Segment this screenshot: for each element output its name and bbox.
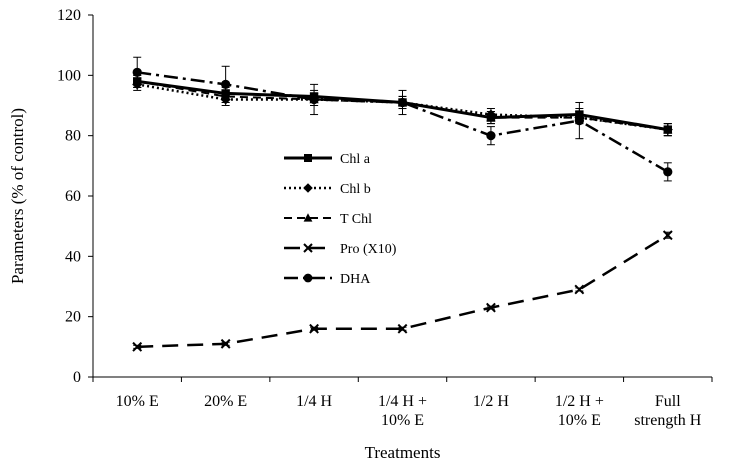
data-point xyxy=(398,98,407,107)
legend-marker-stroke-b xyxy=(303,243,313,253)
x-axis-title: Treatments xyxy=(365,443,441,462)
data-point xyxy=(486,113,496,122)
x-tick-label: 10% E xyxy=(116,393,159,410)
data-point xyxy=(132,67,142,77)
series-pro-x10 xyxy=(132,230,673,352)
x-tick-label-line: 1/4 H xyxy=(296,393,332,410)
data-point xyxy=(221,79,231,90)
legend-marker xyxy=(303,243,313,253)
data-point xyxy=(309,323,319,334)
y-tick-label: 120 xyxy=(57,7,81,24)
data-point xyxy=(132,341,143,352)
series-line xyxy=(137,71,669,173)
y-tick-label: 100 xyxy=(57,67,81,84)
x-tick-label-line: strength H xyxy=(634,412,702,429)
legend-marker xyxy=(303,213,313,222)
data-point xyxy=(220,338,231,349)
y-tick-label: 80 xyxy=(65,128,81,145)
legend-label: Chl b xyxy=(340,182,371,197)
data-point xyxy=(486,302,496,313)
data-point xyxy=(309,92,319,101)
x-tick-label: Full strength H xyxy=(634,393,702,429)
legend-item: Pro (X10) xyxy=(284,242,397,257)
data-point-stroke-b xyxy=(309,323,319,334)
x-tick-label: 1/2 H + 10% E xyxy=(555,393,604,429)
x-tick-label: 20% E xyxy=(204,393,247,410)
legend-label: T Chl xyxy=(340,212,372,227)
x-tick-label: 1/4 H xyxy=(296,393,332,410)
legend-item: Chl a xyxy=(284,152,371,167)
data-point-stroke-b xyxy=(397,323,408,334)
x-tick-label-line: 10% E xyxy=(116,393,159,410)
axes: 0 20 40 60 80 100 120 10% E 20% E 1/4 H 1/4 H + 10%… xyxy=(57,7,713,429)
x-tick-label-line: 10% E xyxy=(381,412,424,429)
x-tick-label: 1/4 H + 10% E xyxy=(378,393,427,429)
y-ticks: 0 20 40 60 80 100 120 xyxy=(57,7,93,386)
y-tick-label: 60 xyxy=(65,188,81,205)
legend-item: T Chl xyxy=(284,212,372,227)
data-point-stroke-b xyxy=(132,341,143,352)
data-point xyxy=(133,77,142,86)
legend-marker xyxy=(303,273,313,283)
series-chl-a xyxy=(133,74,672,137)
x-tick-label-line: 1/2 H xyxy=(473,393,509,410)
legend-label: Pro (X10) xyxy=(340,242,397,257)
x-tick-label-line: Full xyxy=(655,393,681,410)
legend-label: Chl a xyxy=(340,152,371,167)
data-point xyxy=(575,110,584,119)
data-point-stroke-b xyxy=(220,338,231,349)
x-tick-label-line: 1/2 H + xyxy=(555,393,604,410)
x-tick-label: 1/2 H xyxy=(473,393,509,410)
data-point xyxy=(486,131,496,141)
data-point xyxy=(221,89,230,98)
y-tick-label: 20 xyxy=(65,309,81,326)
data-point-stroke-b xyxy=(486,302,496,313)
legend-marker xyxy=(303,183,313,193)
legend-label: DHA xyxy=(340,272,371,287)
legend-item: DHA xyxy=(284,272,371,287)
x-tick-label-line: 10% E xyxy=(558,412,601,429)
legend: Chl a Chl b T Chl Pro (X10) DHA xyxy=(284,152,397,287)
legend-marker xyxy=(304,154,312,162)
data-point xyxy=(574,284,585,295)
y-tick-label: 0 xyxy=(73,369,81,386)
x-tick-label-line: 20% E xyxy=(204,393,247,410)
y-tick-label: 40 xyxy=(65,248,81,265)
x-tick-label-line: 1/4 H + xyxy=(378,393,427,410)
data-point xyxy=(662,230,673,241)
data-point-stroke-b xyxy=(662,230,673,241)
legend-item: Chl b xyxy=(284,182,371,197)
data-point xyxy=(397,323,408,334)
y-axis-title: Parameters (% of control) xyxy=(8,108,27,284)
data-point-stroke-b xyxy=(574,284,585,295)
series-group xyxy=(132,56,673,352)
data-point xyxy=(663,167,673,177)
x-ticks: 10% E 20% E 1/4 H 1/4 H +10% E1/2 H 1/2 H +1… xyxy=(92,377,713,429)
data-point xyxy=(663,125,672,134)
